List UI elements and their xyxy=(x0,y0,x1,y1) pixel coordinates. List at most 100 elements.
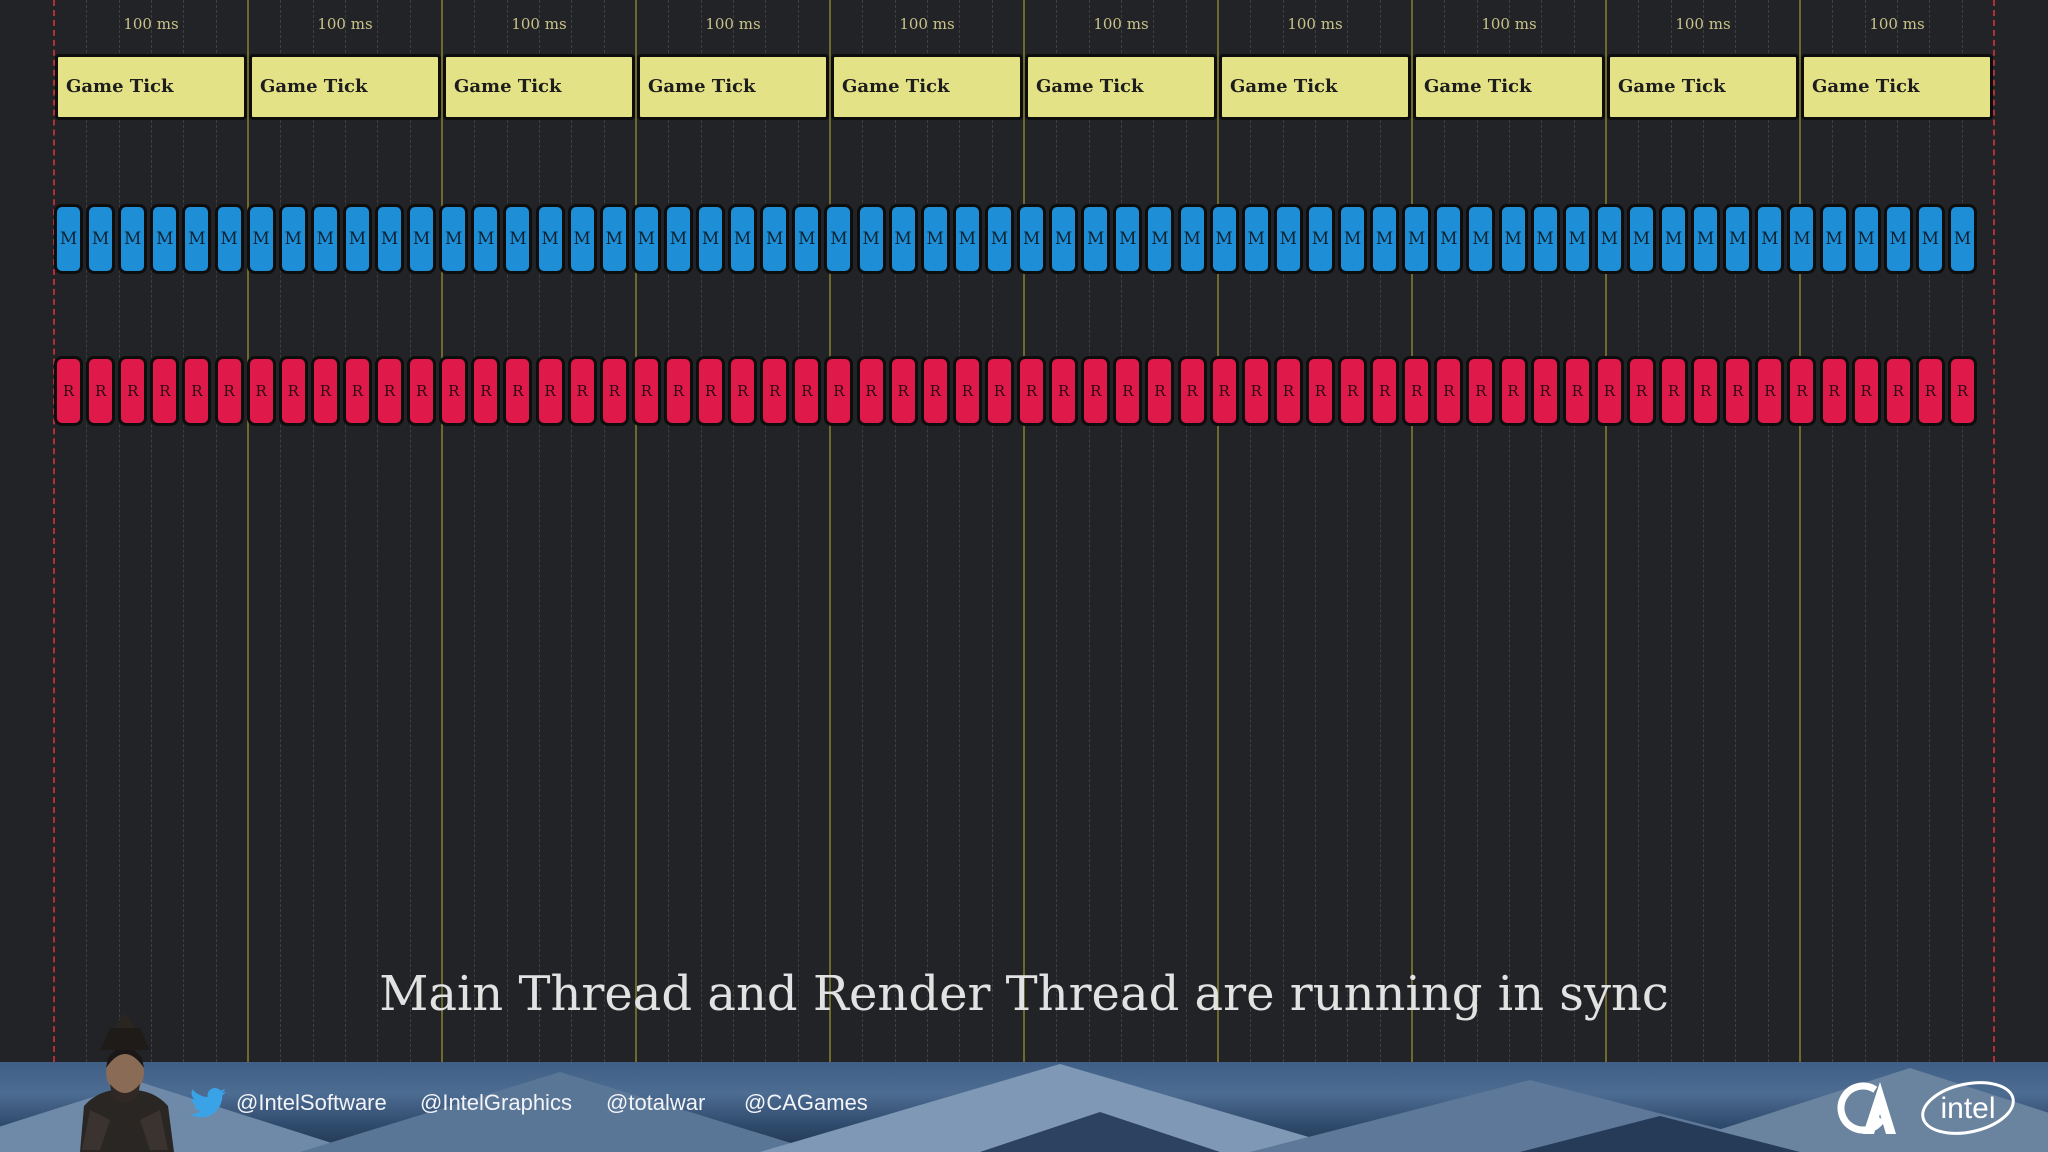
character-portrait xyxy=(80,1012,174,1152)
main-thread-block: M xyxy=(246,204,276,274)
footer-banner xyxy=(0,1062,2048,1152)
render-thread-block: R xyxy=(1819,356,1849,426)
game-tick-block: Game Tick xyxy=(249,54,441,120)
handle-intel-software[interactable]: @IntelSoftware xyxy=(236,1090,387,1115)
subinterval-line xyxy=(345,0,346,1062)
game-tick-block: Game Tick xyxy=(1607,54,1799,120)
render-thread-block: R xyxy=(182,356,212,426)
main-thread-block: M xyxy=(824,204,854,274)
render-thread-block: R xyxy=(1017,356,1047,426)
main-thread-block: M xyxy=(952,204,982,274)
subinterval-line xyxy=(377,0,379,1062)
interval-divider xyxy=(1217,0,1219,1062)
mountain-shape xyxy=(980,1112,1220,1152)
render-thread-block: R xyxy=(663,356,693,426)
render-thread-block: R xyxy=(1177,356,1207,426)
handle-ca-games[interactable]: @CAGames xyxy=(744,1090,868,1115)
render-thread-block: R xyxy=(856,356,886,426)
render-thread-block: R xyxy=(1241,356,1271,426)
main-thread-block: M xyxy=(856,204,886,274)
subinterval-line xyxy=(571,0,573,1062)
main-thread-block: M xyxy=(888,204,918,274)
main-thread-block: M xyxy=(86,204,116,274)
main-thread-block: M xyxy=(1402,204,1432,274)
subinterval-line xyxy=(1347,0,1349,1062)
interval-divider xyxy=(635,0,637,1062)
main-thread-block: M xyxy=(439,204,469,274)
render-thread-block: R xyxy=(792,356,822,426)
main-thread-block: M xyxy=(278,204,308,274)
timeline-end-boundary xyxy=(1993,0,1995,1062)
main-thread-block: M xyxy=(1947,204,1977,274)
twitter-icon[interactable] xyxy=(190,1088,226,1118)
subinterval-line xyxy=(1767,0,1769,1062)
main-thread-block: M xyxy=(1691,204,1721,274)
subinterval-line xyxy=(215,0,217,1062)
subinterval-line xyxy=(1056,0,1058,1062)
render-thread-block: R xyxy=(503,356,533,426)
subinterval-line xyxy=(603,0,605,1062)
render-thread-block: R xyxy=(888,356,918,426)
main-thread-block: M xyxy=(310,204,340,274)
render-thread-block: R xyxy=(1626,356,1656,426)
interval-divider xyxy=(829,0,831,1062)
main-thread-block: M xyxy=(663,204,693,274)
main-thread-block: M xyxy=(631,204,661,274)
render-thread-block: R xyxy=(1370,356,1400,426)
main-thread-block: M xyxy=(1883,204,1913,274)
interval-duration-label: 100 ms xyxy=(705,15,761,33)
subinterval-line xyxy=(733,0,734,1062)
main-thread-block: M xyxy=(1081,204,1111,274)
subinterval-line xyxy=(1185,0,1187,1062)
render-thread-block: R xyxy=(824,356,854,426)
handle-intel-graphics[interactable]: @IntelGraphics xyxy=(420,1090,572,1115)
handle-totalwar[interactable]: @totalwar xyxy=(606,1090,706,1115)
subinterval-line xyxy=(1088,0,1090,1062)
ca-logo xyxy=(1837,1082,1896,1134)
interval-divider xyxy=(1411,0,1413,1062)
main-thread-block: M xyxy=(1851,204,1881,274)
render-thread-block: R xyxy=(1305,356,1335,426)
subinterval-line xyxy=(539,0,540,1062)
render-thread-block: R xyxy=(439,356,469,426)
game-tick-block: Game Tick xyxy=(55,54,247,120)
mountain-shape xyxy=(1520,1116,1800,1152)
interval-duration-label: 100 ms xyxy=(123,15,179,33)
render-thread-block: R xyxy=(278,356,308,426)
main-thread-block: M xyxy=(567,204,597,274)
render-thread-block: R xyxy=(1434,356,1464,426)
subinterval-line xyxy=(959,0,961,1062)
timeline-start-boundary xyxy=(53,0,55,1062)
main-thread-block: M xyxy=(696,204,726,274)
subinterval-line xyxy=(1250,0,1252,1062)
subinterval-line xyxy=(1121,0,1122,1062)
main-thread-block: M xyxy=(1017,204,1047,274)
main-thread-block: M xyxy=(1819,204,1849,274)
subinterval-line xyxy=(1670,0,1672,1062)
interval-duration-label: 100 ms xyxy=(511,15,567,33)
subinterval-line xyxy=(151,0,152,1062)
render-thread-block: R xyxy=(1145,356,1175,426)
render-thread-block: R xyxy=(342,356,372,426)
interval-duration-label: 100 ms xyxy=(1287,15,1343,33)
render-thread-block: R xyxy=(696,356,726,426)
render-thread-block: R xyxy=(952,356,982,426)
slide-caption: Main Thread and Render Thread are runnin… xyxy=(379,966,1669,1022)
main-thread-block: M xyxy=(118,204,148,274)
main-thread-block: M xyxy=(1370,204,1400,274)
main-thread-block: M xyxy=(54,204,84,274)
main-thread-block: M xyxy=(1145,204,1175,274)
subinterval-line xyxy=(409,0,411,1062)
render-thread-block: R xyxy=(407,356,437,426)
render-thread-block: R xyxy=(631,356,661,426)
interval-duration-label: 100 ms xyxy=(1675,15,1731,33)
render-thread-block: R xyxy=(1209,356,1239,426)
interval-duration-label: 100 ms xyxy=(899,15,955,33)
subinterval-line xyxy=(797,0,799,1062)
render-thread-block: R xyxy=(118,356,148,426)
subinterval-line xyxy=(862,0,864,1062)
main-thread-block: M xyxy=(1209,204,1239,274)
game-tick-block: Game Tick xyxy=(637,54,829,120)
main-thread-block: M xyxy=(471,204,501,274)
subinterval-line xyxy=(1638,0,1640,1062)
